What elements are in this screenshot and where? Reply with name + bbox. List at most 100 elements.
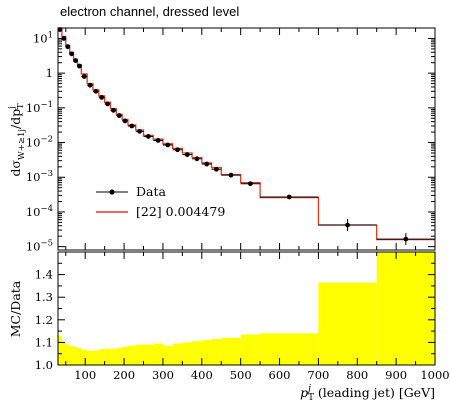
data-point <box>116 113 123 118</box>
data-point <box>162 142 173 148</box>
ratio-band-bin <box>135 344 144 365</box>
ratio-band-bin <box>77 348 82 365</box>
data-marker <box>110 107 116 113</box>
ratio-y-tick-label: 1.4 <box>35 268 53 282</box>
ratio-band-bin <box>201 340 212 365</box>
ratio-band-bin <box>260 333 319 365</box>
x-axis-label: pj T (leading jet) [GeV] <box>300 384 435 403</box>
ratio-band-bin <box>73 346 78 365</box>
data-marker <box>145 134 151 139</box>
data-marker <box>81 74 87 79</box>
chart-title: electron channel, dressed level <box>60 4 240 19</box>
ratio-band-bin <box>98 349 105 365</box>
data-point <box>143 134 154 139</box>
data-point <box>192 156 202 162</box>
data-point <box>110 107 117 113</box>
data-marker <box>175 147 180 153</box>
ratio-band-bin <box>116 348 123 365</box>
x-tick-label: 700 <box>307 368 329 382</box>
ratio-y-tick-label: 1.1 <box>35 335 53 349</box>
ratio-y-tick-label: 1.0 <box>35 358 53 372</box>
ratio-band-bin <box>65 344 70 365</box>
x-tick-label: 1000 <box>420 368 449 382</box>
y-tick-label: 10−2 <box>26 135 53 150</box>
ratio-band-bin <box>221 337 241 365</box>
data-point <box>318 219 377 232</box>
ratio-band-bin <box>122 346 128 365</box>
data-marker <box>87 82 93 88</box>
data-point <box>240 181 261 187</box>
y-tick-label: 10−1 <box>26 100 53 115</box>
x-tick-label: 400 <box>191 368 213 382</box>
data-point <box>127 123 136 129</box>
ratio-band-bin <box>162 345 173 365</box>
data-point <box>76 63 82 69</box>
data-point <box>104 101 111 107</box>
x-tick-label: 300 <box>152 368 174 382</box>
ratio-band-bin <box>318 282 377 365</box>
data-point <box>81 74 88 79</box>
data-point <box>182 152 193 157</box>
data-point <box>221 172 241 178</box>
ratio-y-tick-label: 1.2 <box>35 313 53 327</box>
x-tick-label: 100 <box>74 368 96 382</box>
x-tick-label: 500 <box>230 368 252 382</box>
legend-mc-label: [22] 0.004479 <box>136 204 225 219</box>
y-tick-label: 10−3 <box>26 169 53 184</box>
ratio-band-bin <box>211 339 222 365</box>
ratio-band-bin <box>192 341 202 365</box>
y-tick-label: 1 <box>46 66 53 80</box>
ratio-band-bin <box>69 345 74 365</box>
ratio-band-bin <box>143 344 154 365</box>
legend: Data [22] 0.004479 <box>96 184 225 219</box>
x-tick-label: 600 <box>269 368 291 382</box>
ratio-y-tick-label: 1.3 <box>35 290 53 304</box>
data-marker <box>76 63 82 69</box>
data-point <box>135 128 144 134</box>
data-point <box>172 147 183 153</box>
data-point <box>87 82 93 88</box>
ratio-band-bin <box>376 252 435 365</box>
data-marker <box>73 58 78 63</box>
y-axis-label: dσW+≥1j/dpjT <box>7 103 27 176</box>
data-marker <box>129 123 135 129</box>
data-marker <box>69 51 75 57</box>
ratio-band-bin <box>92 350 99 365</box>
ratio-band-bin <box>153 343 163 365</box>
data-marker <box>165 142 171 148</box>
ratio-band-bin <box>110 348 117 365</box>
ratio-band-bin <box>182 342 193 365</box>
ratio-band-bin <box>240 334 261 365</box>
data-point <box>122 118 128 124</box>
ratio-band-bin <box>172 343 183 365</box>
data-marker <box>122 118 128 124</box>
main-frame <box>57 27 436 251</box>
x-tick-label: 900 <box>385 368 407 382</box>
data-marker <box>116 113 122 118</box>
ratio-band-bin <box>61 342 66 365</box>
data-point <box>98 94 105 100</box>
data-point <box>201 161 212 167</box>
legend-data-label: Data <box>136 184 166 199</box>
y-tick-label: 101 <box>33 30 53 45</box>
data-marker <box>403 236 409 242</box>
data-marker <box>155 138 161 143</box>
ratio-band-bin <box>87 350 93 365</box>
ratio-y-axis-label: MC/Data <box>8 280 23 337</box>
x-tick-label: 200 <box>113 368 135 382</box>
ratio-band-bin <box>58 335 62 365</box>
y-tick-label: 10−4 <box>26 204 53 219</box>
x-tick-label: 800 <box>346 368 368 382</box>
ratio-band-bin <box>104 348 111 365</box>
data-marker <box>345 222 350 228</box>
ratio-band-bin <box>127 345 136 365</box>
data-point <box>153 138 163 143</box>
data-point <box>92 88 99 94</box>
data-marker <box>65 44 71 50</box>
data-marker <box>99 94 105 100</box>
data-marker <box>204 161 210 167</box>
data-point <box>73 58 78 63</box>
legend-data-marker <box>109 189 115 195</box>
